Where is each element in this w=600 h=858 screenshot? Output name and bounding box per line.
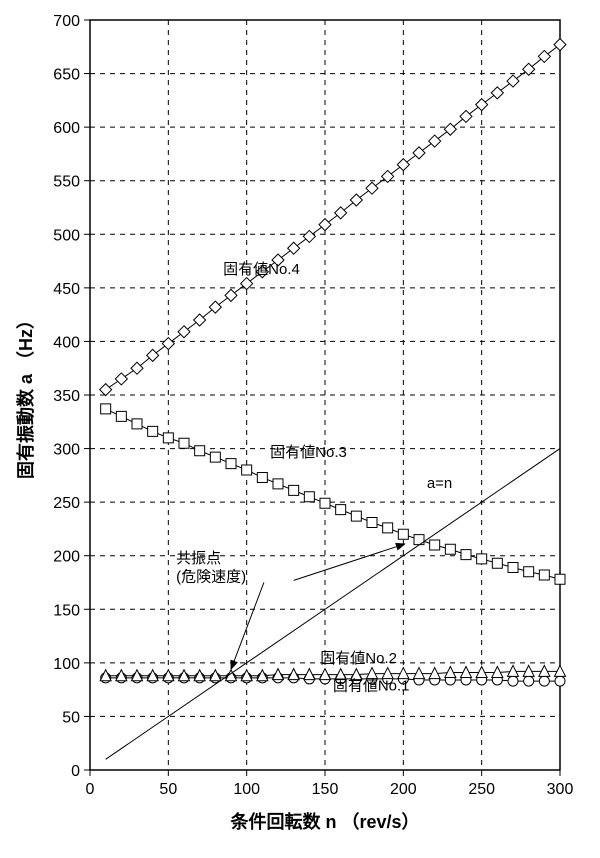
- annotation-arrow: [294, 544, 405, 580]
- series-marker: [508, 676, 518, 686]
- series-marker: [538, 50, 550, 62]
- series-marker: [100, 384, 112, 396]
- y-tick-label: 100: [53, 656, 80, 673]
- x-axis-label: 条件回転数 n （rev/s）: [229, 811, 419, 832]
- series-marker: [162, 338, 174, 350]
- x-tick-label: 100: [233, 781, 260, 798]
- x-tick-label: 50: [159, 781, 177, 798]
- series-marker: [476, 99, 488, 111]
- series-marker: [116, 411, 126, 421]
- series-marker: [273, 479, 283, 489]
- series-label: 固有値No.1: [333, 678, 410, 695]
- series-marker: [303, 230, 315, 242]
- series-marker: [397, 159, 409, 171]
- series-marker: [101, 404, 111, 414]
- y-tick-label: 500: [53, 227, 80, 244]
- series-marker: [539, 570, 549, 580]
- x-tick-label: 300: [547, 781, 574, 798]
- series-marker: [179, 438, 189, 448]
- series-marker: [491, 87, 503, 99]
- y-tick-label: 350: [53, 388, 80, 405]
- series-marker: [539, 676, 549, 686]
- y-tick-label: 700: [53, 13, 80, 30]
- series-marker: [225, 289, 237, 301]
- series-marker: [115, 373, 127, 385]
- series-marker: [320, 498, 330, 508]
- series-marker: [163, 433, 173, 443]
- series-marker: [319, 219, 331, 231]
- series-marker: [257, 473, 267, 483]
- series-marker: [398, 529, 408, 539]
- series-label: 共振点: [176, 550, 221, 567]
- series-label: 固有値No.2: [320, 650, 397, 667]
- series-marker: [288, 242, 300, 254]
- campbell-diagram: 0 50 100 150 200 250 300 0 50 100 150 200 250 300 350 4…: [0, 0, 600, 858]
- series-marker: [508, 563, 518, 573]
- series-label: 固有値No.3: [270, 444, 347, 461]
- series-marker: [367, 518, 377, 528]
- series-label: 固有値No.4: [223, 261, 300, 278]
- y-tick-label: 50: [62, 709, 80, 726]
- series-marker: [304, 492, 314, 502]
- annotation-arrow: [231, 583, 264, 670]
- y-tick-label: 0: [71, 763, 80, 780]
- y-tick-label: 250: [53, 495, 80, 512]
- y-tick-label: 300: [53, 442, 80, 459]
- series-marker: [555, 574, 565, 584]
- y-tick-label: 400: [53, 334, 80, 351]
- series-marker: [132, 419, 142, 429]
- series-marker: [492, 558, 502, 568]
- series-marker: [383, 523, 393, 533]
- series-marker: [524, 567, 534, 577]
- series-line: [106, 449, 560, 760]
- x-tick-label: 200: [390, 781, 417, 798]
- series-marker: [460, 110, 472, 122]
- y-tick-label: 450: [53, 281, 80, 298]
- series-marker: [507, 75, 519, 87]
- series-marker: [195, 446, 205, 456]
- series-marker: [148, 426, 158, 436]
- y-tick-label: 550: [53, 174, 80, 191]
- series-marker: [413, 147, 425, 159]
- y-axis-label: 固有振動数 a （Hz）: [15, 311, 36, 479]
- series-marker: [524, 676, 534, 686]
- series-line: [106, 45, 560, 390]
- series-marker: [554, 39, 566, 51]
- series-label: a=n: [427, 475, 452, 492]
- series-marker: [209, 301, 221, 313]
- y-tick-label: 200: [53, 549, 80, 566]
- series-marker: [366, 182, 378, 194]
- series-marker: [242, 465, 252, 475]
- series-marker: [178, 326, 190, 338]
- series-marker: [131, 362, 143, 374]
- series-label: (危険速度): [176, 568, 246, 585]
- x-tick-label: 0: [86, 781, 95, 798]
- series-marker: [350, 194, 362, 206]
- series-line: [106, 671, 560, 675]
- y-tick-label: 600: [53, 120, 80, 137]
- series-marker: [430, 540, 440, 550]
- x-tick-label: 250: [468, 781, 495, 798]
- y-tick-label: 650: [53, 67, 80, 84]
- series-marker: [289, 485, 299, 495]
- series-marker: [351, 511, 361, 521]
- series-marker: [210, 452, 220, 462]
- x-tick-label: 150: [312, 781, 339, 798]
- series-marker: [429, 135, 441, 147]
- series-marker: [226, 459, 236, 469]
- y-tick-label: 150: [53, 602, 80, 619]
- series-marker: [477, 554, 487, 564]
- series-marker: [445, 544, 455, 554]
- series-marker: [555, 676, 565, 686]
- series-marker: [336, 505, 346, 515]
- series-marker: [335, 207, 347, 219]
- series-marker: [444, 123, 456, 135]
- chart-page: 0 50 100 150 200 250 300 0 50 100 150 200 250 300 350 4…: [0, 0, 600, 858]
- series-marker: [147, 349, 159, 361]
- series-marker: [194, 314, 206, 326]
- series-marker: [461, 550, 471, 560]
